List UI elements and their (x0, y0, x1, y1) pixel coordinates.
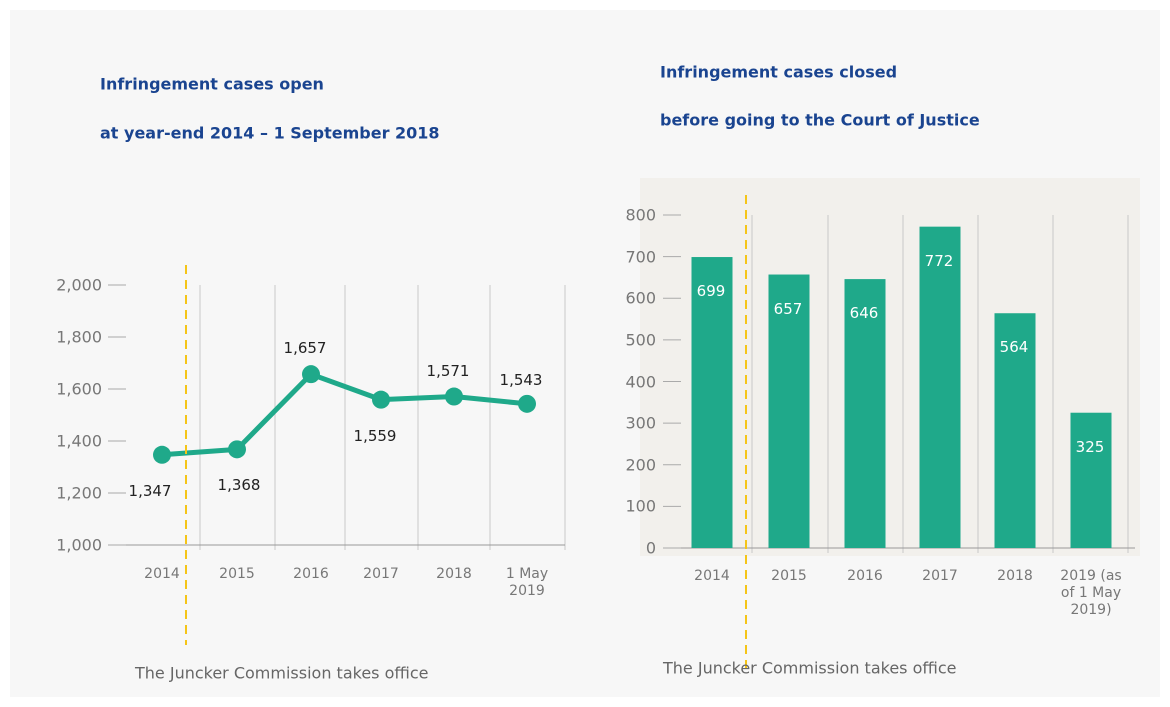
value-label: 1,368 (217, 476, 261, 495)
y-tick-label: 300 (625, 413, 656, 433)
y-tick-label: 1,800 (56, 327, 102, 347)
chart-title: Infringement cases closed (660, 62, 898, 82)
value-label: 1,347 (128, 481, 172, 500)
value-label: 646 (849, 304, 879, 323)
point (518, 394, 536, 413)
point (302, 365, 320, 384)
point (445, 387, 463, 406)
x-tick-label: 2016 (847, 568, 883, 584)
point (372, 390, 390, 409)
y-tick-label: 1,200 (56, 483, 102, 503)
y-tick-label: 700 (625, 247, 656, 267)
x-tick-label: 2014 (144, 566, 180, 582)
y-tick-label: 100 (625, 496, 656, 516)
bar (768, 274, 810, 548)
value-label: 772 (924, 251, 954, 270)
value-label: 1,571 (426, 361, 470, 380)
y-tick-label: 500 (625, 330, 656, 350)
value-label: 325 (1075, 437, 1105, 456)
line (161, 371, 528, 458)
x-tick-label: 1 May 2019 (505, 566, 549, 599)
value-label: 657 (773, 299, 803, 318)
x-tick-label: 2015 (771, 568, 807, 584)
x-tick-label: 2017 (922, 568, 958, 584)
value-label: 699 (696, 282, 726, 301)
y-tick-label: 800 (625, 205, 656, 225)
y-tick-label: 1,000 (56, 535, 102, 555)
point (228, 440, 246, 459)
x-tick-label: 2016 (293, 566, 329, 582)
annotation: The Juncker Commission takes office (663, 658, 957, 678)
y-tick-label: 600 (625, 288, 656, 308)
chart-title: Infringement cases open (100, 74, 324, 94)
value-label: 1,543 (499, 370, 543, 389)
point (153, 445, 171, 464)
x-tick-label: 2018 (997, 568, 1033, 584)
bar (691, 257, 733, 548)
chart-title: before going to the Court of Justice (660, 110, 980, 130)
y-tick-label: 2,000 (56, 275, 102, 295)
bar (994, 313, 1036, 548)
x-tick-label: 2015 (219, 566, 255, 582)
bar (1070, 412, 1112, 548)
x-tick-label: 2019 (as of 1 May 2019) (1060, 568, 1122, 618)
y-tick-label: 1,400 (56, 431, 102, 451)
x-tick-label: 2018 (436, 566, 472, 582)
value-label: 1,559 (353, 426, 397, 445)
y-tick-label: 0 (645, 538, 656, 558)
bar (844, 279, 886, 548)
bar (919, 226, 961, 548)
y-tick-label: 200 (625, 455, 656, 475)
annotation: The Juncker Commission takes office (135, 663, 429, 683)
value-label: 564 (999, 338, 1029, 357)
y-tick-label: 1,600 (56, 379, 102, 399)
x-tick-label: 2017 (363, 566, 399, 582)
value-label: 1,657 (283, 339, 327, 358)
y-tick-label: 400 (625, 372, 656, 391)
x-tick-label: 2014 (694, 568, 730, 584)
chart-title: at year-end 2014 – 1 September 2018 (100, 123, 440, 143)
